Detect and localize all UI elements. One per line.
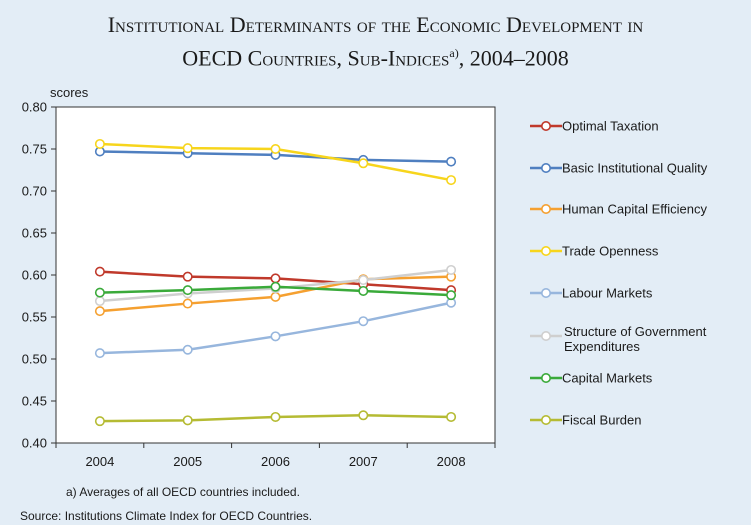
data-point: [270, 411, 281, 422]
title-superscript: a): [449, 46, 459, 60]
y-tick-label: 0.80: [22, 100, 47, 115]
data-point: [94, 296, 105, 307]
x-tick-label: 2005: [173, 454, 202, 469]
legend-label: Trade Openness: [562, 244, 659, 259]
data-point: [446, 264, 457, 275]
legend-item: Basic Institutional Quality: [530, 161, 708, 176]
data-point: [446, 175, 457, 186]
legend-item: Labour Markets: [530, 286, 653, 301]
data-point: [270, 331, 281, 342]
chart-title: Institutional Determinants of the Econom…: [0, 10, 751, 72]
data-point: [182, 143, 193, 154]
y-tick-label: 0.50: [22, 352, 47, 367]
data-point: [358, 275, 369, 286]
legend-label: Capital Markets: [562, 371, 653, 386]
data-point: [358, 316, 369, 327]
y-tick-label: 0.40: [22, 436, 47, 451]
y-tick-label: 0.55: [22, 310, 47, 325]
data-point: [270, 273, 281, 284]
data-point: [358, 158, 369, 169]
x-tick-label: 2004: [85, 454, 114, 469]
data-point: [446, 290, 457, 301]
title-years: , 2004–2008: [458, 45, 569, 71]
legend-marker: [540, 246, 551, 257]
legend-marker: [540, 414, 551, 425]
data-point: [94, 266, 105, 277]
data-point: [94, 416, 105, 427]
legend-item: Trade Openness: [530, 244, 659, 259]
data-point: [94, 306, 105, 317]
data-point: [358, 410, 369, 421]
legend-marker: [540, 121, 551, 132]
y-tick-label: 0.70: [22, 184, 47, 199]
legend-marker: [540, 163, 551, 174]
legend-label: Optimal Taxation: [562, 119, 659, 134]
data-point: [94, 348, 105, 359]
footnote: a) Averages of all OECD countries includ…: [66, 485, 300, 499]
series-fiscal-burden: [94, 410, 457, 427]
series-trade-openness: [94, 138, 457, 186]
legend-label: Basic Institutional Quality: [562, 161, 708, 176]
data-point: [270, 291, 281, 302]
data-point: [94, 287, 105, 298]
legend-marker: [540, 330, 551, 341]
data-point: [446, 411, 457, 422]
title-line-2-text: OECD Countries, Sub-Indices: [182, 45, 450, 71]
series-capital-markets: [94, 281, 457, 301]
legend-label: Fiscal Burden: [562, 413, 641, 428]
data-point: [182, 415, 193, 426]
data-point: [182, 298, 193, 309]
data-point: [270, 144, 281, 155]
y-tick-label: 0.45: [22, 394, 47, 409]
x-tick-label: 2008: [437, 454, 466, 469]
series-labour-markets: [94, 297, 457, 359]
legend-item: Human Capital Efficiency: [530, 202, 707, 217]
data-point: [270, 281, 281, 292]
y-axis-label: scores: [50, 85, 89, 100]
legend-label: Labour Markets: [562, 286, 653, 301]
data-point: [182, 344, 193, 355]
title-line-1: Institutional Determinants of the Econom…: [107, 12, 644, 37]
legend-item: Fiscal Burden: [530, 413, 641, 428]
legend-label: Structure of Government Expenditures: [564, 324, 707, 354]
legend-item: Structure of Government Expenditures: [530, 324, 707, 354]
data-point: [182, 271, 193, 282]
legend-label: Human Capital Efficiency: [562, 202, 707, 217]
y-tick-label: 0.75: [22, 142, 47, 157]
legend-marker: [540, 287, 551, 298]
legend-marker: [540, 204, 551, 215]
data-point: [358, 285, 369, 296]
data-point: [182, 285, 193, 296]
source-note: Source: Institutions Climate Index for O…: [20, 509, 313, 523]
title-line-2: OECD Countries, Sub-Indicesa), 2004–2008: [0, 39, 751, 72]
data-point: [446, 156, 457, 167]
x-tick-label: 2006: [261, 454, 290, 469]
legend-item: Optimal Taxation: [530, 119, 659, 134]
data-point: [94, 138, 105, 149]
legend-item: Capital Markets: [530, 371, 653, 386]
y-tick-label: 0.60: [22, 268, 47, 283]
x-tick-label: 2007: [349, 454, 378, 469]
legend-marker: [540, 372, 551, 383]
y-tick-label: 0.65: [22, 226, 47, 241]
